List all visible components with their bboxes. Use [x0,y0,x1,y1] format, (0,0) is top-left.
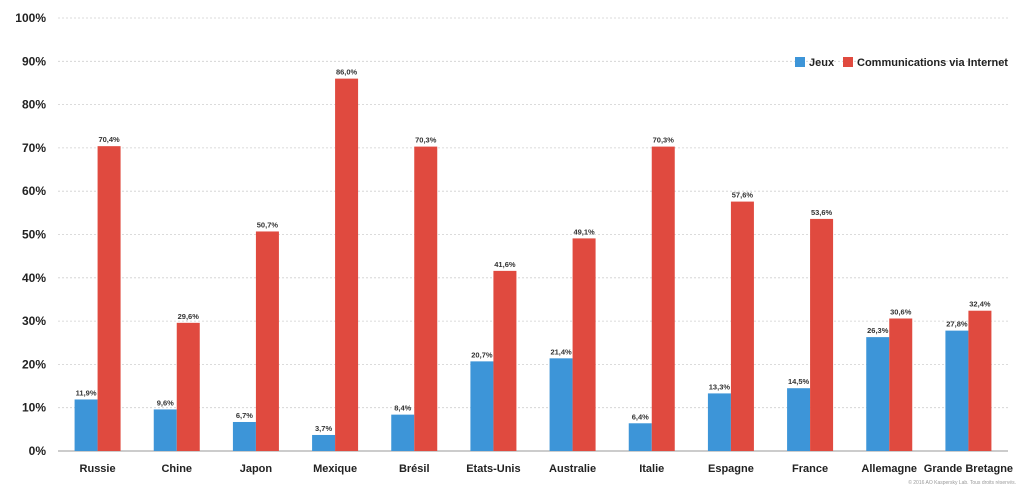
bar-jeux-2 [232,421,256,451]
bars [74,78,992,452]
data-label-communications-4: 70,3% [415,136,437,145]
data-label-jeux-5: 20,7% [471,350,493,359]
category-label: Russie [80,463,116,475]
data-label-communications-8: 57,6% [732,191,754,200]
data-label-communications-2: 50,7% [257,220,279,229]
y-tick-label: 100% [15,11,46,25]
bar-jeux-4 [391,414,415,451]
bar-communications-11 [968,310,992,451]
bar-communications-9 [810,218,834,451]
category-label: Japon [240,463,273,475]
data-label-jeux-10: 26,3% [867,326,889,335]
y-tick-label: 90% [22,54,46,68]
bar-communications-1 [176,322,200,451]
legend-swatch-communications [843,57,853,67]
bar-jeux-3 [312,434,336,451]
data-label-communications-3: 86,0% [336,68,358,77]
y-tick-label: 50% [22,228,46,242]
bar-communications-6 [572,238,596,451]
copyright-notice: © 2016 AO Kaspersky Lab. Tous droits rés… [908,480,1016,486]
data-label-jeux-9: 14,5% [788,377,810,386]
legend-label-communications: Communications via Internet [857,57,1008,69]
data-label-jeux-4: 8,4% [394,404,411,413]
bar-jeux-11 [945,330,969,451]
data-label-jeux-7: 6,4% [632,412,649,421]
data-label-jeux-8: 13,3% [709,382,731,391]
data-label-communications-11: 32,4% [969,300,991,309]
data-label-communications-1: 29,6% [178,312,200,321]
data-labels: 11,9% 70,4% 9,6% 29,6% 6,7% 50,7% 3,7% 86,0% 8,4… [76,68,991,433]
category-label: Espagne [708,463,754,475]
legend-swatch-jeux [795,57,805,67]
data-label-communications-7: 70,3% [653,136,675,145]
gridlines [58,17,1008,452]
data-label-jeux-3: 3,7% [315,424,332,433]
y-tick-label: 80% [22,98,46,112]
category-label: Mexique [313,463,357,475]
bar-jeux-1 [153,409,177,451]
bar-communications-8 [730,201,754,451]
bar-jeux-6 [549,358,573,451]
x-axis-categories: Russie Chine Japon Mexique Brésil Etats-Unis A… [80,463,1013,475]
y-tick-label: 10% [22,401,46,415]
category-label: Allemagne [861,463,917,475]
category-label: Grande Bretagne [924,463,1013,475]
data-label-jeux-0: 11,9% [76,388,97,397]
bar-communications-10 [889,318,913,451]
data-label-jeux-6: 21,4% [550,347,572,356]
category-label: Etats-Unis [466,463,520,475]
bar-jeux-9 [787,388,811,451]
category-label: Chine [161,463,192,475]
bar-communications-3 [335,78,359,452]
bar-jeux-5 [470,361,494,451]
legend-label-jeux: Jeux [809,57,835,69]
y-tick-label: 20% [22,357,46,371]
category-label: Australie [549,463,596,475]
category-label: Italie [639,463,664,475]
data-label-jeux-2: 6,7% [236,411,253,420]
bar-jeux-7 [628,423,652,451]
y-tick-label: 0% [29,444,47,458]
bar-jeux-0 [74,399,98,451]
category-label: France [792,463,828,475]
bar-communications-5 [493,270,517,451]
bar-jeux-10 [866,337,890,451]
category-label: Brésil [399,463,430,475]
y-axis-ticks: 0% 10% 20% 30% 40% 50% 60% 70% 80% 90% 100% [15,11,46,458]
y-tick-label: 70% [22,141,46,155]
bar-communications-7 [651,146,675,451]
y-tick-label: 60% [22,184,46,198]
data-label-communications-6: 49,1% [573,227,595,236]
data-label-jeux-1: 9,6% [157,398,174,407]
bar-communications-4 [414,146,438,451]
bar-jeux-8 [707,393,731,451]
data-label-jeux-11: 27,8% [946,320,968,329]
data-label-communications-5: 41,6% [494,260,516,269]
data-label-communications-9: 53,6% [811,208,833,217]
y-tick-label: 30% [22,314,46,328]
legend: Jeux Communications via Internet [795,57,1008,69]
data-label-communications-10: 30,6% [890,308,912,317]
bar-communications-0 [97,146,121,451]
y-tick-label: 40% [22,271,46,285]
bar-communications-2 [255,231,279,451]
data-label-communications-0: 70,4% [98,135,120,144]
